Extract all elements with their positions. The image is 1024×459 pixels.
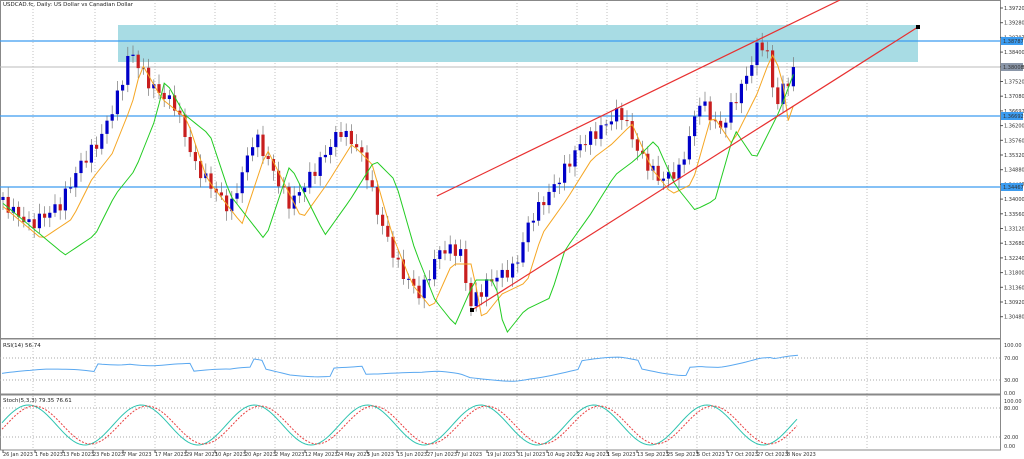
svg-text:7 Mar 2023: 7 Mar 2023 <box>123 452 152 458</box>
svg-text:1.36692: 1.36692 <box>1003 114 1024 120</box>
svg-text:26 Jan 2023: 26 Jan 2023 <box>3 452 33 458</box>
svg-text:27 Oct 2023: 27 Oct 2023 <box>757 452 788 458</box>
svg-text:0.00: 0.00 <box>1004 444 1015 450</box>
svg-text:100.00: 100.00 <box>1004 343 1022 349</box>
svg-text:100.00: 100.00 <box>1004 399 1022 405</box>
svg-text:1.33560: 1.33560 <box>1004 212 1024 218</box>
svg-text:1.30480: 1.30480 <box>1004 315 1024 321</box>
svg-text:30.00: 30.00 <box>1004 378 1018 384</box>
svg-text:1.35320: 1.35320 <box>1004 153 1024 159</box>
stoch-label: Stoch(5,3,3) 79.35 76.61 <box>3 398 72 404</box>
svg-text:31 Jul 2023: 31 Jul 2023 <box>517 452 545 458</box>
svg-text:1.32240: 1.32240 <box>1004 256 1024 262</box>
svg-text:10 Apr 2023: 10 Apr 2023 <box>215 452 246 458</box>
svg-text:25 Sep 2023: 25 Sep 2023 <box>667 452 699 458</box>
svg-text:10 Aug 2023: 10 Aug 2023 <box>547 452 579 458</box>
svg-text:1.38400: 1.38400 <box>1004 50 1024 56</box>
svg-text:19 Jul 2023: 19 Jul 2023 <box>487 452 515 458</box>
rsi-label: RSI(14) 56.74 <box>3 343 41 349</box>
svg-text:23 Feb 2023: 23 Feb 2023 <box>93 452 124 458</box>
svg-text:5 Jun 2023: 5 Jun 2023 <box>367 452 394 458</box>
svg-text:1.38008: 1.38008 <box>1003 65 1024 71</box>
svg-text:1.39280: 1.39280 <box>1004 21 1024 27</box>
svg-text:17 Mar 2023: 17 Mar 2023 <box>155 452 187 458</box>
svg-text:1 Feb 2023: 1 Feb 2023 <box>35 452 63 458</box>
svg-text:27 Jun 2023: 27 Jun 2023 <box>427 452 457 458</box>
svg-text:1.38787: 1.38787 <box>1003 39 1024 45</box>
svg-text:20 Apr 2023: 20 Apr 2023 <box>245 452 276 458</box>
svg-text:80.00: 80.00 <box>1004 406 1018 412</box>
svg-text:1.31360: 1.31360 <box>1004 285 1024 291</box>
svg-text:1.36200: 1.36200 <box>1004 124 1024 130</box>
svg-text:1.35760: 1.35760 <box>1004 138 1024 144</box>
svg-text:8 Nov 2023: 8 Nov 2023 <box>787 452 816 458</box>
svg-text:1.34467: 1.34467 <box>1003 185 1024 191</box>
svg-text:13 Feb 2023: 13 Feb 2023 <box>63 452 94 458</box>
svg-text:1.33120: 1.33120 <box>1004 227 1024 233</box>
svg-text:17 Oct 2023: 17 Oct 2023 <box>727 452 758 458</box>
svg-text:15 Jun 2023: 15 Jun 2023 <box>397 452 427 458</box>
svg-text:1.34880: 1.34880 <box>1004 168 1024 174</box>
svg-text:1.39720: 1.39720 <box>1004 6 1024 12</box>
svg-text:12 May 2023: 12 May 2023 <box>305 452 338 458</box>
svg-text:0.00: 0.00 <box>1004 391 1015 397</box>
svg-text:70.00: 70.00 <box>1004 356 1018 362</box>
svg-text:7 Jul 2023: 7 Jul 2023 <box>457 452 482 458</box>
svg-text:1 Sep 2023: 1 Sep 2023 <box>607 452 636 458</box>
svg-text:1.34000: 1.34000 <box>1004 197 1024 203</box>
svg-text:1.32680: 1.32680 <box>1004 241 1024 247</box>
svg-text:29 Mar 2023: 29 Mar 2023 <box>186 452 218 458</box>
svg-text:1.37080: 1.37080 <box>1004 94 1024 100</box>
svg-text:2 May 2023: 2 May 2023 <box>275 452 304 458</box>
svg-text:20.00: 20.00 <box>1004 435 1018 441</box>
svg-text:1.36692: 1.36692 <box>1004 109 1024 115</box>
svg-text:5 Oct 2023: 5 Oct 2023 <box>697 452 725 458</box>
svg-text:1.31800: 1.31800 <box>1004 271 1024 277</box>
chart-title: USDCAD.fc, Daily: US Dollar vs Canadian … <box>3 2 134 8</box>
svg-text:13 Sep 2023: 13 Sep 2023 <box>637 452 669 458</box>
svg-text:1.30920: 1.30920 <box>1004 300 1024 306</box>
svg-text:24 May 2023: 24 May 2023 <box>337 452 370 458</box>
svg-text:22 Aug 2023: 22 Aug 2023 <box>577 452 609 458</box>
svg-text:1.37520: 1.37520 <box>1004 80 1024 86</box>
